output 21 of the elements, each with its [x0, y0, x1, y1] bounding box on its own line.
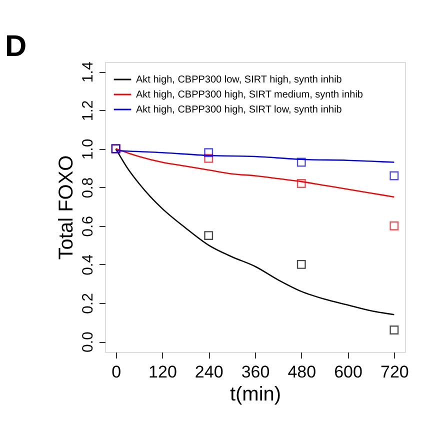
x-tick-label: 600 [334, 362, 362, 382]
x-tick-label: 480 [288, 362, 316, 382]
x-tick-label: 120 [148, 362, 177, 382]
y-tick-label: 0.8 [80, 177, 96, 198]
x-tick-label: 360 [241, 362, 270, 382]
y-axis-title: Total FOXO [56, 155, 78, 260]
y-tick-label: 1.0 [80, 138, 96, 160]
x-tick-label: 0 [112, 362, 122, 382]
y-tick-label: 0.0 [80, 332, 96, 353]
y-tick-label: 0.6 [80, 216, 96, 237]
legend-label: Akt high, CBPP300 low, SIRT high, synth inhib [136, 74, 342, 86]
y-tick-label: 1.2 [80, 100, 96, 122]
x-axis-title: t(min) [230, 384, 282, 406]
legend-label: Akt high, CBPP300 high, SIRT medium, synth inhib [136, 90, 364, 100]
y-tick-label: 1.4 [80, 62, 96, 83]
y-tick-label: 0.4 [80, 254, 96, 276]
x-tick-label: 240 [194, 362, 224, 382]
legend-label: Akt high, CBPP300 high, SIRT low, synth inhib [136, 104, 342, 116]
y-tick-label: 0.2 [80, 293, 96, 314]
text: D [5, 30, 27, 63]
x-tick-label: 720 [380, 362, 409, 382]
